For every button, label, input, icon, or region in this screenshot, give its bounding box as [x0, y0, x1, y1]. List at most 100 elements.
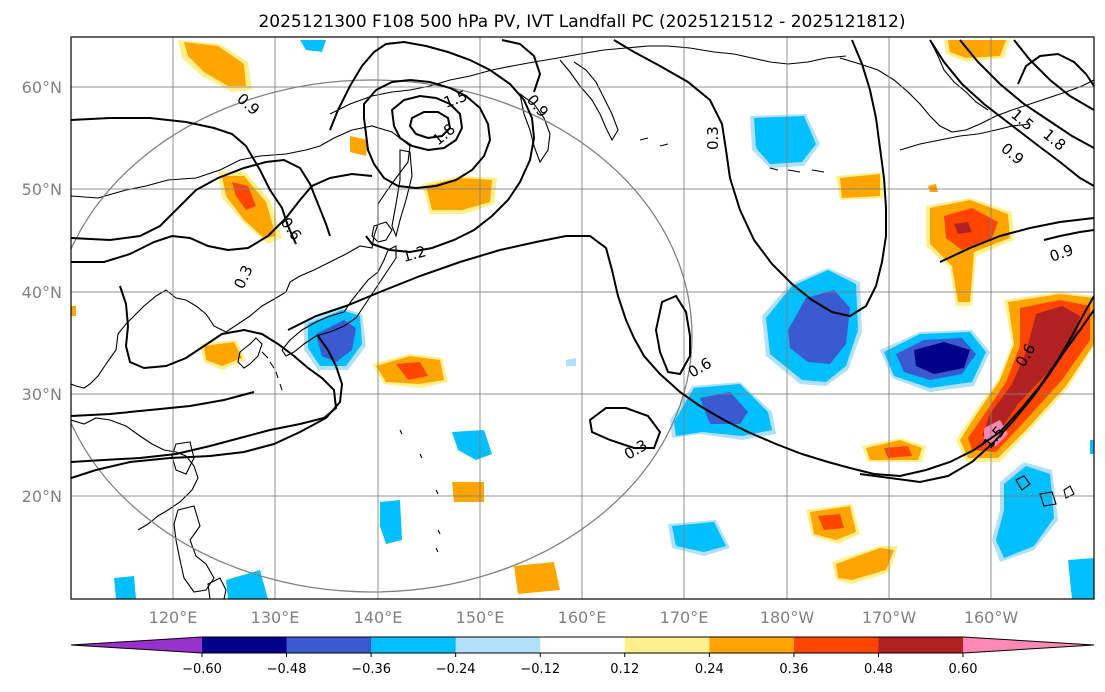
lat-label: 60°N	[22, 78, 62, 97]
coastline	[371, 221, 393, 243]
contour-line	[1013, 39, 1094, 111]
neg-region	[672, 522, 726, 552]
contour-line	[588, 407, 662, 449]
colorbar-segment	[540, 637, 626, 653]
contour-line	[363, 78, 492, 190]
contour-line	[939, 217, 1094, 263]
lon-label: 140°E	[354, 608, 403, 627]
pos-region	[396, 362, 428, 380]
contour-line	[329, 40, 536, 254]
longitude-labels: 120°E 130°E 140°E 150°E 160°E 170°E 180°…	[149, 608, 1019, 627]
neg-region	[914, 342, 970, 374]
contour-line	[71, 158, 331, 242]
lat-label: 40°N	[22, 283, 62, 302]
pc-shading	[71, 40, 1094, 599]
coastline	[1063, 485, 1075, 499]
lon-label: 180°W	[760, 608, 815, 627]
colorbar-tick-label: −0.60	[182, 662, 222, 677]
map-area: 0.9 1.5 1.8 0.9 0.6 1.2 0.3 0.6 0.3 1.5 …	[71, 37, 1094, 599]
lon-label: 150°E	[456, 608, 505, 627]
coastline	[559, 59, 619, 142]
pos-region	[184, 42, 246, 86]
lon-label: 160°W	[964, 608, 1019, 627]
contour-line	[71, 285, 338, 463]
contour-line	[71, 117, 297, 245]
colorbar-extend-max	[963, 637, 1094, 653]
neg-region	[114, 576, 136, 599]
coastline	[237, 337, 263, 369]
pos-region	[452, 482, 484, 502]
contour-label: 0.3	[704, 126, 722, 150]
contour-line	[1017, 52, 1094, 87]
coastline	[207, 577, 227, 599]
lat-label: 50°N	[22, 180, 62, 199]
coastline	[71, 125, 411, 389]
colorbar-tick-label: −0.12	[520, 662, 560, 677]
colorbar-tick-label: −0.36	[351, 662, 391, 677]
coastline	[399, 429, 441, 553]
figure-title: 2025121300 F108 500 hPa PV, IVT Landfall…	[258, 12, 905, 32]
colorbar-segment	[455, 637, 541, 653]
neg-region	[996, 466, 1054, 558]
neg-region	[1068, 558, 1094, 599]
colorbar-tick-label: −0.24	[436, 662, 476, 677]
colorbar-tick-label: 0.36	[779, 662, 808, 677]
coastlines	[71, 39, 1094, 599]
pv-contours	[71, 39, 1094, 484]
colorbar-extend-min	[71, 637, 202, 653]
coastline	[173, 505, 215, 593]
contour-line	[501, 39, 542, 93]
neg-region	[452, 430, 492, 460]
colorbar-segment	[793, 637, 879, 653]
pos-region	[884, 446, 912, 458]
coastline	[639, 137, 825, 173]
coastline	[281, 245, 397, 357]
coastline	[839, 57, 1094, 133]
contour-line	[390, 94, 464, 152]
lon-label: 130°E	[251, 608, 300, 627]
coastline	[929, 39, 989, 111]
neg-region	[788, 290, 850, 364]
lon-label: 170°E	[660, 608, 709, 627]
contour-line	[654, 294, 691, 376]
colorbar-tick-label: 0.12	[610, 662, 639, 677]
neg-region	[1090, 440, 1094, 454]
contour-line	[408, 111, 452, 140]
coastline	[391, 149, 413, 238]
coastline	[899, 123, 1031, 151]
contour-line	[71, 391, 255, 417]
neg-region	[380, 500, 402, 544]
contour-line	[71, 335, 344, 479]
neg-region	[316, 320, 356, 362]
lat-label: 20°N	[22, 487, 62, 506]
colorbar-segment	[878, 637, 964, 653]
pos-region	[71, 306, 76, 316]
lon-label: 170°W	[862, 608, 917, 627]
contour-line	[929, 39, 1094, 187]
coastline	[1015, 475, 1031, 491]
lon-label: 160°E	[558, 608, 607, 627]
colorbar-segment	[286, 637, 372, 653]
contour-line	[613, 39, 887, 318]
contour-line	[959, 39, 1094, 149]
colorbar-tick-label: 0.60	[949, 662, 978, 677]
neg-region	[566, 358, 576, 366]
pos-region	[350, 136, 368, 156]
contour-line	[71, 172, 373, 263]
contour-line	[287, 235, 1094, 478]
coastline	[1039, 491, 1057, 507]
contour-line	[859, 309, 1094, 484]
neg-region	[300, 40, 326, 52]
pos-region	[514, 562, 560, 594]
reference-circle	[71, 79, 693, 593]
colorbar-segment	[202, 637, 288, 653]
contour-label: 1.2	[400, 242, 428, 266]
colorbar-tick-label: −0.48	[267, 662, 307, 677]
neg-region	[226, 570, 268, 599]
gridlines	[71, 37, 1094, 599]
contour-line	[1043, 229, 1094, 241]
coastline	[171, 441, 195, 475]
lat-label: 30°N	[22, 385, 62, 404]
pos-region	[954, 222, 972, 234]
